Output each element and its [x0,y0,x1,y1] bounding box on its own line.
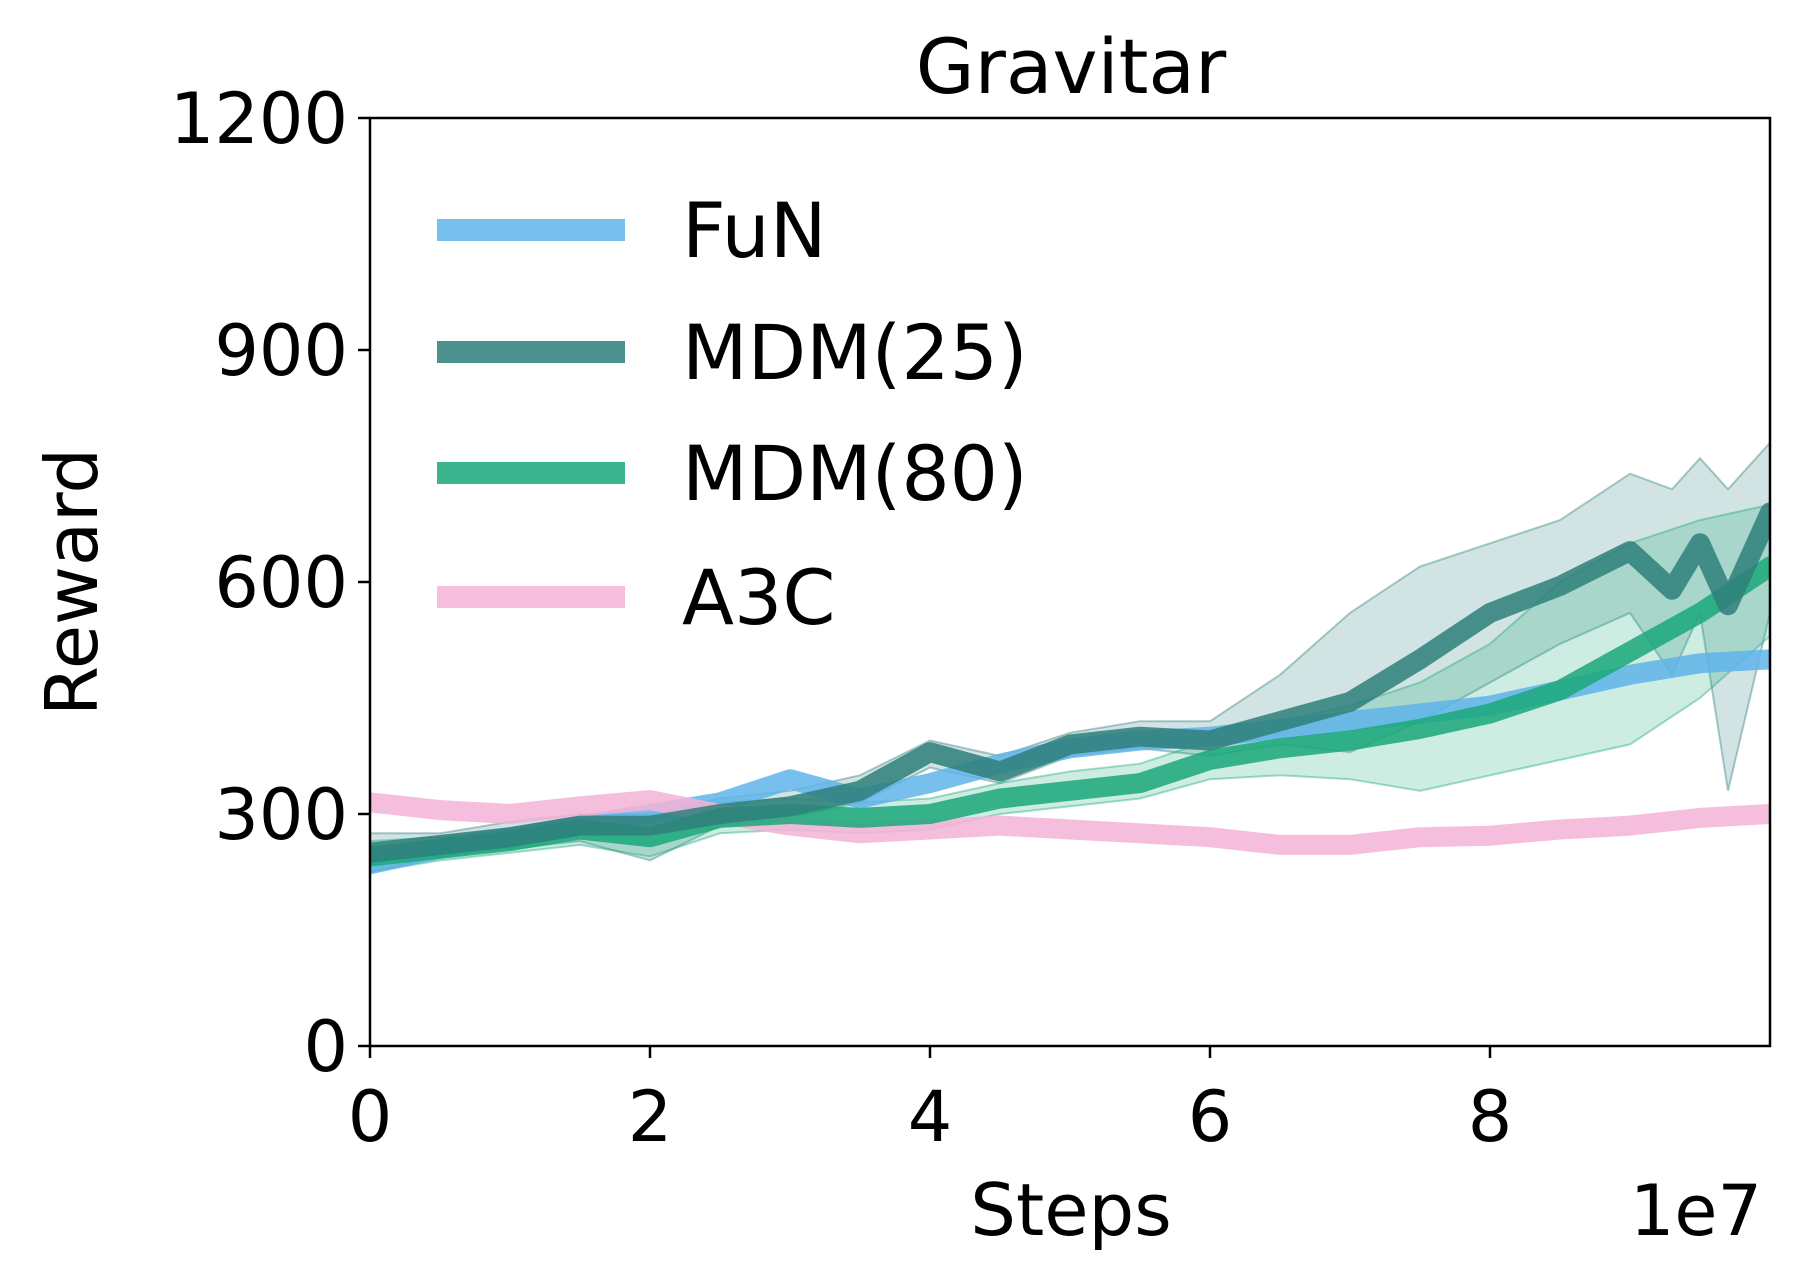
line-mdm-25 [370,502,1770,863]
x-axis-offset-label: 1e7 [1630,1170,1762,1252]
x-tick-label: 4 [908,1076,953,1158]
legend-label-mdm-25: MDM(25) [682,308,1028,397]
x-tick-label: 0 [348,1076,393,1158]
x-tick-label: 6 [1188,1076,1233,1158]
y-tick-label: 300 [214,774,348,856]
x-tick-label: 2 [628,1076,673,1158]
y-tick-label: 600 [214,542,348,624]
legend-label-a3c: A3C [682,553,835,642]
x-axis-ticks: 0 2 4 6 8 [348,1046,1513,1158]
series-lines [370,502,1770,875]
y-tick-label: 1200 [170,78,348,160]
legend-label-mdm-80: MDM(80) [682,429,1028,518]
legend-label-fun: FuN [682,186,827,275]
y-tick-label: 900 [214,310,348,392]
chart-title: Gravitar [916,22,1227,111]
legend: FuN MDM(25) MDM(80) A3C [437,186,1028,642]
y-axis-ticks: 0 300 600 900 1200 [170,78,370,1088]
x-axis-label: Steps [970,1168,1171,1252]
x-tick-label: 8 [1468,1076,1513,1158]
y-tick-label: 0 [303,1006,348,1088]
y-axis-label: Reward [30,448,114,716]
line-a3c [370,790,1770,855]
